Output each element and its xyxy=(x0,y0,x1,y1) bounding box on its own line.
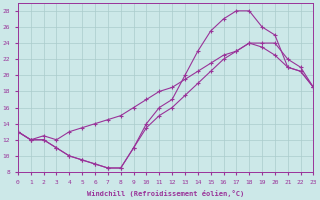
X-axis label: Windchill (Refroidissement éolien,°C): Windchill (Refroidissement éolien,°C) xyxy=(87,190,244,197)
